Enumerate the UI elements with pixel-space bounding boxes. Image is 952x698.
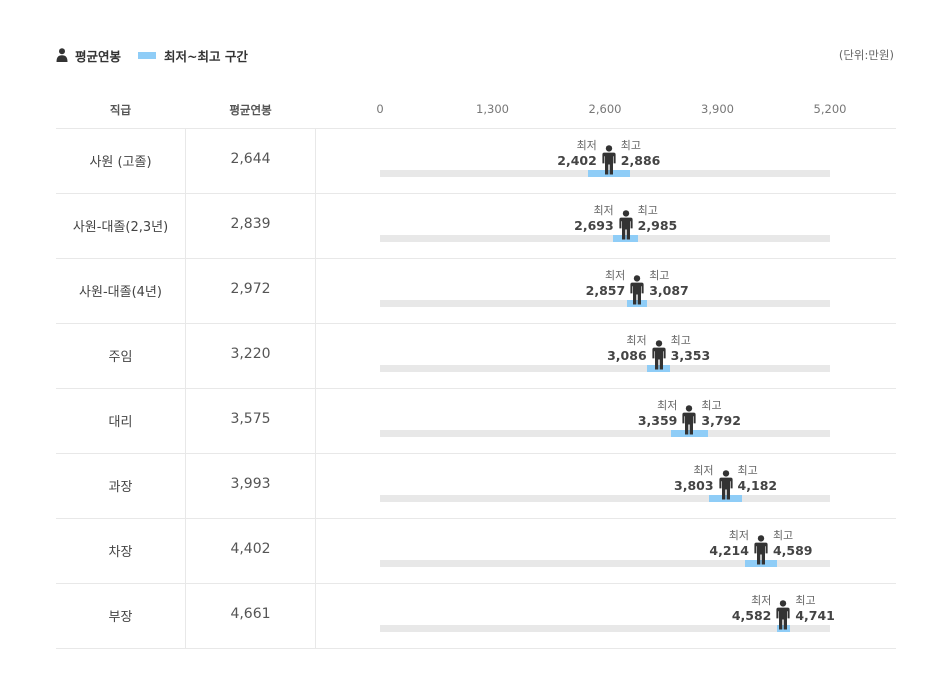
range-track: [380, 235, 830, 242]
min-value: 2,402: [557, 153, 597, 168]
salary-range-bar: [744, 560, 778, 567]
rank-cell: 대리: [108, 415, 133, 430]
max-label: 최고: [772, 529, 794, 542]
legend-avg-label: 평균연봉: [75, 48, 122, 64]
rank-cell: 사원-대졸(4년): [79, 285, 162, 300]
min-value: 3,086: [607, 348, 647, 363]
row-divider: [56, 518, 896, 519]
max-label: 최고: [670, 334, 691, 347]
avg-salary-cell: 2,972: [230, 281, 271, 297]
person-marker-icon: [630, 275, 644, 305]
salary-range-bar: [627, 300, 648, 307]
unit-label: (단위:만원): [838, 48, 894, 62]
max-value: 3,792: [701, 413, 741, 428]
rank-cell: 부장: [108, 610, 133, 625]
min-value: 4,214: [709, 543, 749, 558]
min-label: 최저: [751, 594, 772, 607]
max-value: 3,087: [649, 283, 689, 298]
x-tick-label: 5,200: [813, 102, 847, 116]
column-divider: [185, 128, 186, 648]
x-tick-label: 2,600: [588, 102, 622, 116]
range-track: [380, 430, 830, 437]
min-value: 3,359: [637, 413, 678, 428]
max-label: 최고: [701, 399, 722, 412]
min-value: 4,582: [731, 608, 772, 623]
avg-salary-cell: 2,644: [230, 151, 271, 167]
x-tick-label: 3,900: [701, 102, 734, 116]
row-divider: [56, 648, 896, 649]
x-tick-label: 1,300: [476, 102, 509, 116]
min-label: 최저: [728, 529, 749, 542]
avg-salary-cell: 3,993: [230, 476, 271, 492]
max-label: 최고: [620, 139, 642, 152]
max-value: 2,886: [620, 153, 661, 168]
row-divider: [56, 388, 896, 389]
row-divider: [56, 583, 896, 584]
range-track: [380, 300, 830, 307]
min-label: 최저: [576, 139, 597, 152]
min-label: 최저: [593, 204, 614, 217]
salary-range-bar: [670, 430, 709, 437]
row-divider: [56, 128, 896, 129]
person-marker-icon: [754, 535, 768, 565]
rank-cell: 사원 (고졸): [89, 155, 152, 170]
x-tick-label: 0: [376, 102, 384, 116]
min-label: 최저: [657, 399, 678, 412]
avg-salary-cell: 2,839: [230, 216, 271, 232]
person-marker-icon: [652, 340, 666, 370]
max-value: 4,741: [795, 608, 835, 623]
rank-cell: 과장: [108, 480, 133, 495]
person-icon: [56, 48, 68, 62]
row-divider: [56, 193, 896, 194]
person-marker-icon: [602, 145, 616, 175]
person-marker-icon: [682, 405, 696, 435]
column-divider: [315, 128, 316, 648]
salary-range-bar: [709, 495, 742, 502]
person-marker-icon: [718, 470, 733, 500]
legend: 평균연봉 최저~최고 구간: [56, 46, 248, 64]
rank-cell: 사원-대졸(2,3년): [72, 220, 169, 235]
header-rank: 직급: [109, 103, 132, 117]
salary-range-bar: [587, 170, 630, 177]
max-label: 최고: [649, 269, 670, 282]
row-divider: [56, 453, 896, 454]
header-avg: 평균연봉: [229, 103, 272, 117]
row-divider: [56, 323, 896, 324]
avg-salary-cell: 3,220: [230, 346, 271, 362]
max-label: 최고: [637, 204, 658, 217]
person-marker-icon: [619, 210, 633, 240]
legend-range-label: 최저~최고 구간: [164, 48, 248, 64]
avg-salary-cell: 3,575: [230, 411, 271, 427]
max-value: 3,353: [670, 348, 711, 363]
salary-range-bar: [647, 365, 671, 372]
rank-cell: 주임: [108, 350, 133, 365]
min-value: 3,803: [674, 478, 714, 493]
rank-cell: 차장: [108, 545, 133, 560]
min-label: 최저: [693, 464, 714, 477]
salary-range-bar: [776, 625, 791, 632]
max-label: 최고: [737, 464, 758, 477]
person-marker-icon: [776, 600, 790, 630]
min-label: 최저: [626, 334, 647, 347]
range-swatch-icon: [138, 51, 157, 59]
max-value: 2,985: [637, 218, 678, 233]
max-value: 4,589: [772, 543, 813, 558]
min-value: 2,857: [585, 283, 626, 298]
range-track: [380, 495, 830, 502]
range-track: [380, 625, 830, 632]
row-divider: [56, 258, 896, 259]
range-track: [380, 560, 830, 567]
range-track: [380, 365, 830, 372]
avg-salary-cell: 4,661: [230, 606, 271, 622]
max-label: 최고: [795, 594, 816, 607]
max-value: 4,182: [737, 478, 778, 493]
min-label: 최저: [604, 269, 626, 282]
salary-range-bar: [613, 235, 639, 242]
avg-salary-cell: 4,402: [230, 541, 271, 557]
min-value: 2,693: [574, 218, 614, 233]
